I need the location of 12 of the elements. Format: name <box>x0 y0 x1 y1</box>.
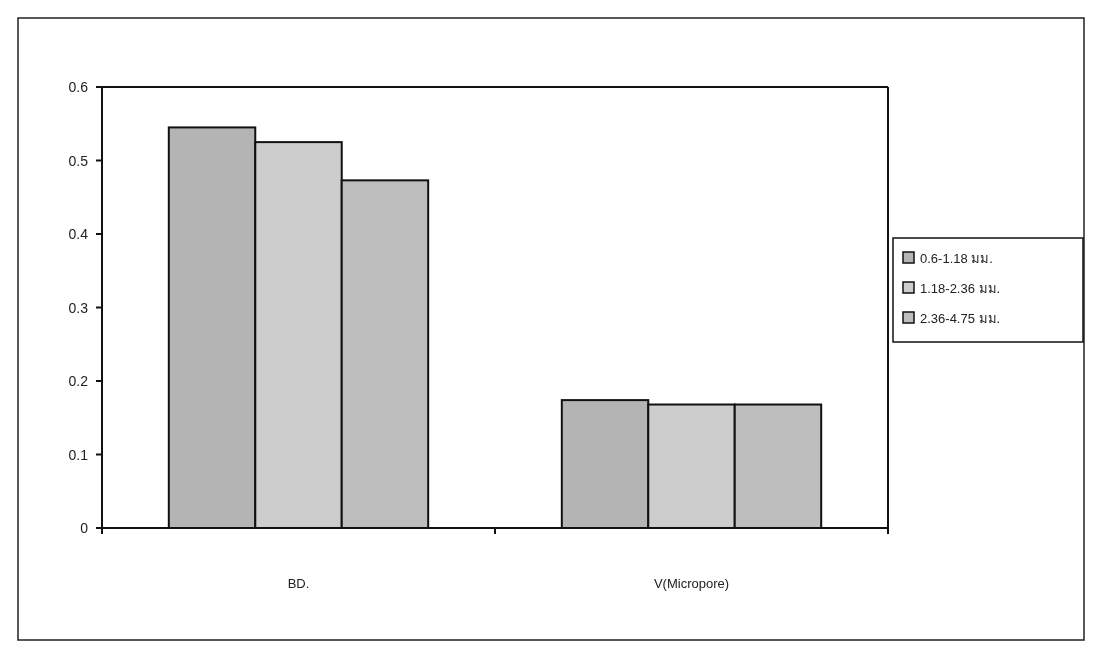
y-tick-label: 0.3 <box>68 299 89 316</box>
legend-label: 1.18-2.36 มม. <box>920 281 1001 296</box>
legend-label: 0.6-1.18 มม. <box>920 251 993 266</box>
x-tick-label: BD. <box>287 576 310 591</box>
x-tick-label: V(Micropore) <box>653 576 730 591</box>
y-tick-label: 0.5 <box>68 152 89 169</box>
y-tick-label: 0.4 <box>68 226 89 242</box>
y-tick-label: 0.2 <box>68 373 89 389</box>
y-tick-label: 0.1 <box>68 446 89 463</box>
y-tick-label: 0.6 <box>68 79 89 95</box>
y-tick-label: 0 <box>80 520 89 536</box>
legend-label: 2.36-4.75 มม. <box>920 311 1001 326</box>
